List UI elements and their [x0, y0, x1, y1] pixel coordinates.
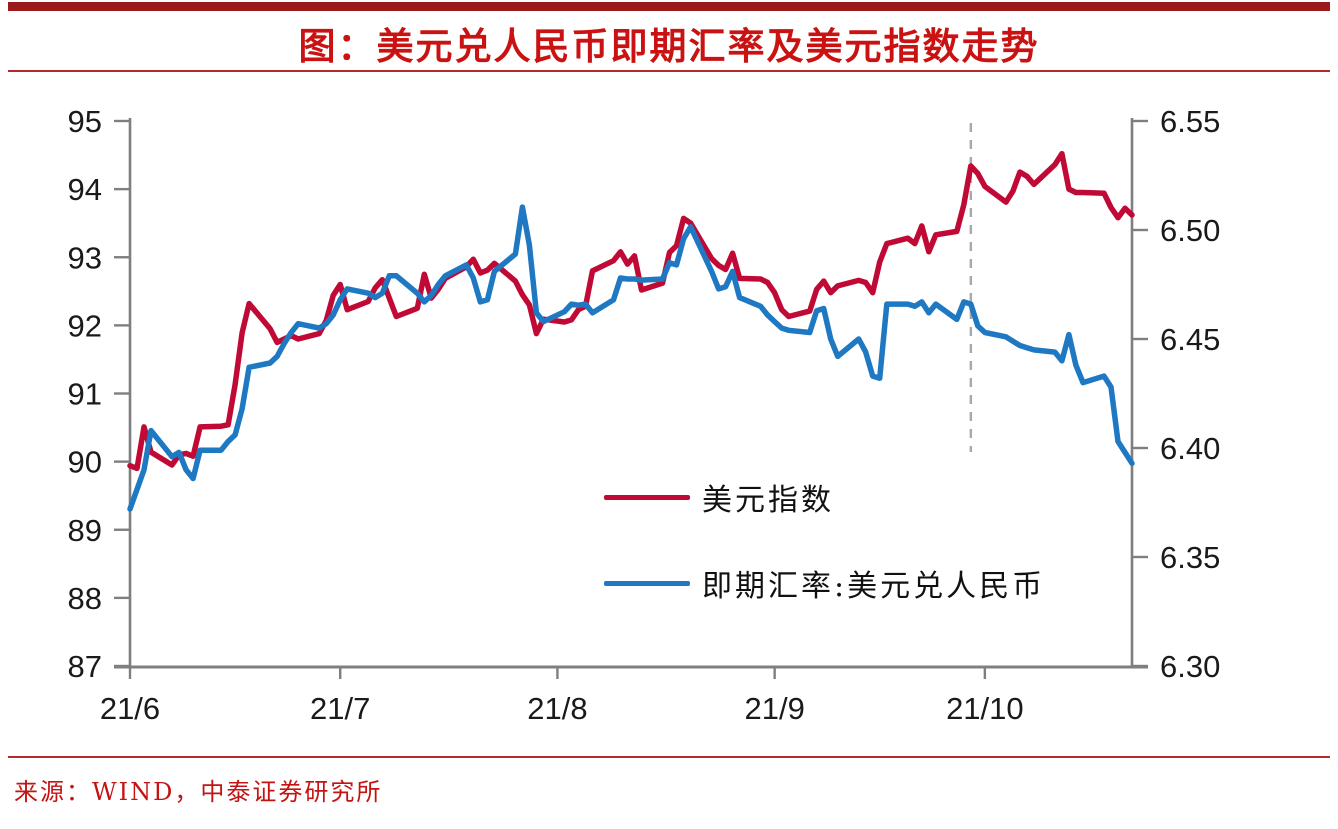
y-axis-right-label: 6.30	[1160, 649, 1220, 684]
legend-label-spot-rate: 即期汇率:美元兑人民币	[702, 569, 1046, 604]
y-axis-left-label: 92	[68, 308, 102, 343]
legend-item-usd-index: 美元指数	[604, 472, 1045, 522]
spot-rate-line-swatch	[604, 580, 690, 586]
y-axis-right-label: 6.40	[1160, 431, 1220, 466]
usd-index-series-line	[127, 150, 1135, 472]
x-axis-label: 21/6	[100, 691, 160, 726]
top-accent-bar	[8, 2, 1330, 11]
y-axis-left-label: 91	[68, 377, 102, 412]
x-axis-label: 21/10	[946, 691, 1024, 726]
y-axis-left-label: 94	[68, 172, 102, 207]
y-axis-left-label: 90	[68, 445, 102, 480]
legend-label-usd-index: 美元指数	[702, 483, 834, 518]
y-axis-left-label: 88	[68, 581, 102, 616]
title-divider	[8, 70, 1330, 72]
legend-item-spot-rate: 即期汇率:美元兑人民币	[604, 558, 1045, 608]
x-axis-label: 21/7	[310, 691, 370, 726]
usdcny-series-line	[127, 204, 1135, 512]
y-axis-left-label: 87	[68, 649, 102, 684]
y-axis-right-label: 6.35	[1160, 540, 1220, 575]
usd-index-line-swatch	[604, 494, 690, 500]
y-axis-left-label: 93	[68, 240, 102, 275]
chart-title: 图：美元兑人民币即期汇率及美元指数走势	[298, 24, 1040, 68]
y-axis-left-label: 95	[68, 104, 102, 139]
x-axis-label: 21/8	[527, 691, 587, 726]
y-axis-left-label: 89	[68, 513, 102, 548]
footer-divider	[8, 756, 1330, 758]
source-note: 来源：WIND，中泰证券研究所	[14, 778, 383, 806]
y-axis-right-label: 6.50	[1160, 213, 1220, 248]
chart-legend: 美元指数 即期汇率:美元兑人民币	[604, 472, 1045, 644]
y-axis-right-label: 6.45	[1160, 322, 1220, 357]
x-axis-label: 21/9	[744, 691, 804, 726]
y-axis-right-label: 6.55	[1160, 104, 1220, 139]
